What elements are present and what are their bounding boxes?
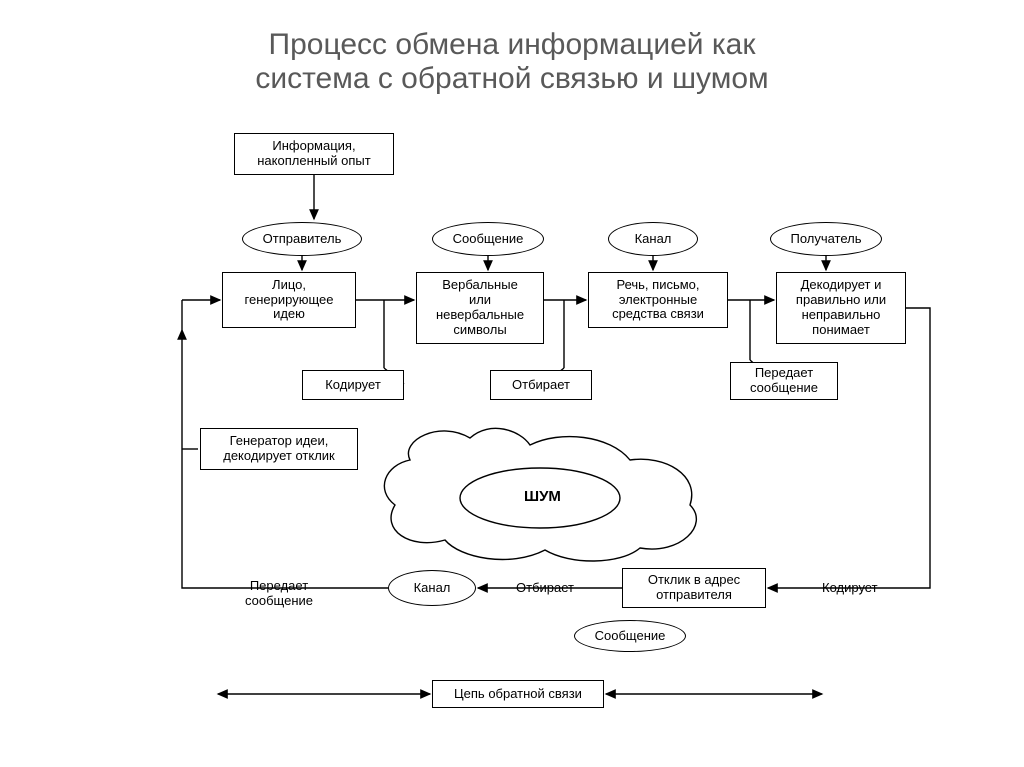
node-sender: Отправитель — [242, 222, 362, 256]
label-transmits-back: Передаетсообщение — [234, 578, 324, 608]
node-decode: Декодирует иправильно илинеправильнопони… — [776, 272, 906, 344]
node-transmits: Передаетсообщение — [730, 362, 838, 400]
node-message: Сообщение — [432, 222, 544, 256]
label-encodes-back: Кодирует — [822, 580, 878, 595]
node-encodes: Кодирует — [302, 370, 404, 400]
node-receiver: Получатель — [770, 222, 882, 256]
label-selects-back: Отбирает — [516, 580, 574, 595]
title-line2: система с обратной связью и шумом — [255, 62, 768, 95]
node-channel: Канал — [608, 222, 698, 256]
node-message-back: Сообщение — [574, 620, 686, 652]
node-info: Информация,накопленный опыт — [234, 133, 394, 175]
node-speech: Речь, письмо,электронныесредства связи — [588, 272, 728, 328]
node-generator: Генератор идеи,декодирует отклик — [200, 428, 358, 470]
label-noise: ШУМ — [524, 488, 561, 505]
node-feedback-chain: Цепь обратной связи — [432, 680, 604, 708]
node-selects: Отбирает — [490, 370, 592, 400]
title-line1: Процесс обмена информацией как — [269, 28, 756, 61]
page-title: Процесс обмена информацией как система с… — [0, 28, 1024, 96]
node-channel-back: Канал — [388, 570, 476, 606]
node-face: Лицо,генерирующееидею — [222, 272, 356, 328]
node-verbal: Вербальныеилиневербальныесимволы — [416, 272, 544, 344]
node-response: Отклик в адресотправителя — [622, 568, 766, 608]
